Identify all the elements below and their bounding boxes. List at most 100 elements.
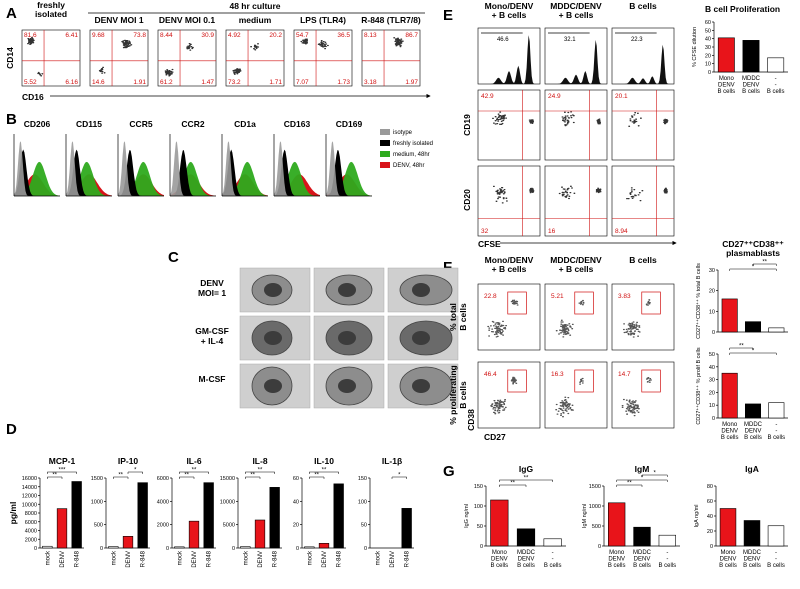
legend-label: DENV, 48hr — [393, 163, 424, 169]
x-tick-label: mock — [177, 550, 183, 565]
bar — [401, 508, 412, 549]
y-tick-label: 10 — [705, 62, 711, 68]
gate — [641, 291, 661, 315]
dots — [621, 377, 652, 417]
y-tick-label: 0 — [712, 416, 715, 422]
quadrant-value: 54.7 — [296, 32, 309, 39]
histogram-isotype — [274, 141, 320, 196]
x-tick-label: R-848 — [405, 550, 411, 567]
y-tick-label: 4000 — [157, 499, 169, 505]
x-tick-label: mock — [243, 550, 249, 565]
significance-bracket — [309, 471, 339, 474]
dots — [628, 112, 669, 127]
gate — [507, 291, 527, 315]
x-tick-label: mock — [111, 550, 117, 565]
axis-label: CD14 — [5, 47, 15, 69]
bar — [42, 545, 53, 549]
marker-title: CD169 — [336, 119, 363, 129]
histogram-medium — [222, 161, 268, 196]
quadrant-value: 61.2 — [160, 79, 173, 86]
significance-label: ** — [258, 468, 263, 474]
significance-label: *** — [58, 468, 66, 474]
gate — [641, 369, 661, 393]
quadrant-value: 20.2 — [269, 32, 282, 39]
significance-label: ** — [627, 481, 632, 487]
plot-title: LPS (TLR4) — [300, 15, 346, 25]
culture-title: 48 hr culture — [229, 1, 280, 11]
significance-label: * — [641, 476, 644, 482]
bar — [742, 40, 760, 73]
cfse-histogram — [478, 35, 540, 84]
significance-bracket — [309, 476, 325, 479]
plot-title: DENV MOI 1 — [94, 15, 143, 25]
significance-bracket — [729, 268, 777, 271]
x-tick-label: DENV — [390, 551, 396, 568]
y-tick-label: 0 — [708, 70, 711, 76]
plot-frame — [293, 29, 353, 87]
y-tick-label: 50 — [709, 352, 715, 358]
histogram-value: 32.1 — [564, 37, 576, 43]
histogram-fresh — [118, 150, 164, 196]
significance-label: ** — [184, 473, 189, 479]
panel-label: G — [443, 463, 455, 480]
significance-bracket — [729, 347, 754, 350]
x-tick-label: MDDC DENV B cells — [633, 550, 652, 569]
significance-label: ** — [762, 260, 767, 266]
gate-value: 16.3 — [551, 371, 564, 378]
legend-swatch — [380, 162, 390, 168]
y-tick-label: 10000 — [22, 502, 37, 508]
y-tick-label: 6000 — [157, 476, 169, 482]
plot-title: freshly isolated — [35, 0, 67, 19]
gate — [574, 369, 594, 393]
quadrant-value: 6.16 — [65, 79, 78, 86]
x-tick-label: R-848 — [337, 550, 343, 567]
y-axis-label: CD27⁺⁺CD38⁺⁺ % prolif B cells — [695, 347, 702, 425]
legend-label: medium, 48hr — [393, 152, 430, 158]
y-tick-label: 40 — [293, 499, 299, 505]
y-tick-label: 10 — [709, 309, 715, 315]
plot-frame — [225, 29, 285, 87]
y-tick-label: 1000 — [589, 504, 601, 510]
axis-label: CD16 — [22, 92, 44, 102]
chart-title: CD27⁺⁺CD38⁺⁺ plasmablasts — [722, 239, 784, 258]
x-tick-label: --B cells — [767, 550, 785, 569]
panel-label: A — [6, 5, 17, 22]
histogram-medium — [326, 161, 372, 196]
bar — [768, 402, 785, 419]
plot-frame — [477, 361, 541, 429]
significance-bracket — [391, 476, 407, 479]
bar — [108, 546, 119, 549]
bar — [71, 481, 82, 549]
y-tick-label: 8000 — [25, 511, 37, 517]
y-tick-label: 150 — [474, 484, 483, 490]
y-tick-label: 30 — [709, 378, 715, 384]
bar — [768, 327, 785, 333]
gate-value: 20.1 — [615, 93, 628, 100]
quadrant-value: 9.68 — [92, 32, 105, 39]
x-tick-label: MDDC DENV B cells — [743, 550, 762, 569]
plot-frame — [361, 29, 421, 87]
plot-frame — [477, 283, 541, 351]
plot-frame — [544, 283, 608, 351]
quadrant-value: 3.18 — [364, 79, 377, 86]
bar — [721, 372, 738, 419]
dots — [561, 111, 602, 127]
y-tick-label: 0 — [710, 544, 713, 550]
y-tick-label: 15000 — [220, 476, 235, 482]
significance-bracket — [47, 471, 77, 474]
quadrant-value: 36.5 — [337, 32, 350, 39]
y-tick-label: 60 — [707, 499, 713, 505]
nucleus — [412, 331, 430, 345]
chart-title: IgM — [635, 464, 650, 474]
gate-value: 32 — [481, 228, 489, 235]
significance-label: ** — [314, 473, 319, 479]
x-tick-label: --B cells — [658, 550, 676, 569]
bar — [56, 508, 68, 549]
histogram-fresh — [222, 149, 268, 196]
histogram-fresh — [66, 149, 112, 196]
dots — [626, 187, 668, 202]
x-tick-label: Mono DENV B cells — [490, 550, 508, 569]
x-tick-label: Mono DENV B cells — [608, 550, 626, 569]
column-title: MDDC/DENV + B cells — [550, 1, 602, 20]
